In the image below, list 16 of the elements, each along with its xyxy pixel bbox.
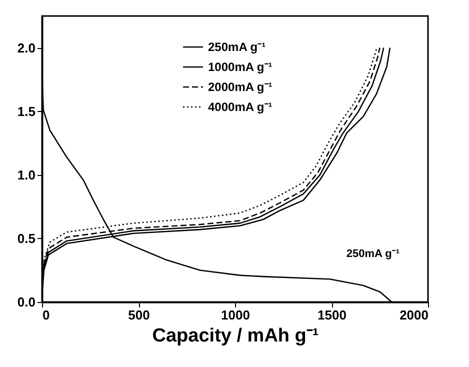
y-tick-label: 1.5 bbox=[17, 104, 36, 119]
x-axis-title: Capacity / mAh g⁻¹ bbox=[152, 326, 319, 346]
legend-label: 2000mA g⁻¹ bbox=[208, 80, 272, 94]
y-tick-label: 0.5 bbox=[17, 230, 36, 246]
x-tick-label: 2000 bbox=[400, 308, 428, 322]
y-tick-label: 0.0 bbox=[17, 294, 36, 310]
x-tick-label: 1000 bbox=[221, 308, 250, 322]
y-tick-label: 1.0 bbox=[17, 167, 36, 182]
annotation: 250mA g⁻¹ bbox=[346, 248, 400, 260]
x-tick-label: 500 bbox=[128, 308, 150, 322]
x-tick-label: 0 bbox=[42, 308, 50, 322]
legend-label: 250mA g⁻¹ bbox=[208, 40, 266, 54]
y-tick-label: 2.0 bbox=[17, 40, 36, 56]
x-tick-label: 1500 bbox=[318, 308, 346, 322]
legend-label: 4000mA g⁻¹ bbox=[208, 100, 272, 114]
legend-label: 1000mA g⁻¹ bbox=[208, 60, 272, 74]
